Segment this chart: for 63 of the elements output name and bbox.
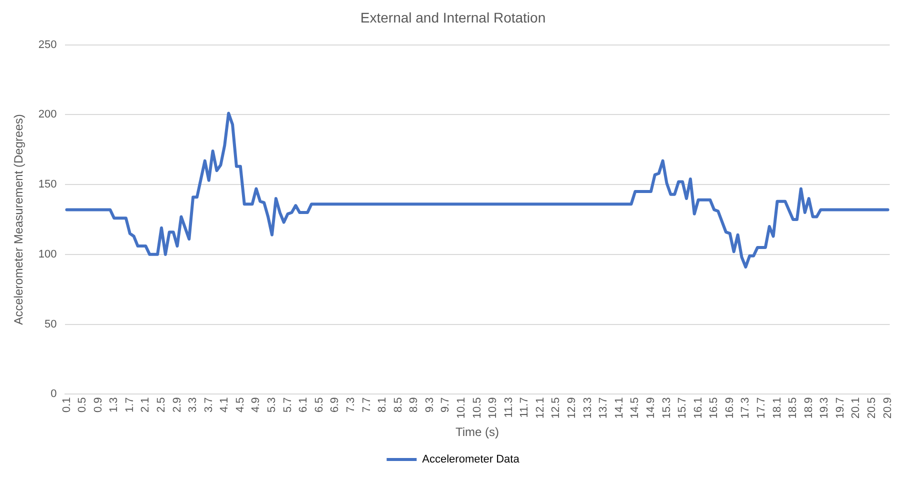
x-tick-label: 4.9 (250, 397, 262, 412)
x-tick-label: 18.9 (802, 397, 815, 419)
x-tick-label: 13.3 (582, 397, 594, 419)
x-tick-label: 3.7 (202, 397, 215, 412)
x-tick-label: 9.3 (424, 397, 436, 412)
y-tick-label: 0 (50, 388, 57, 400)
x-tick-label: 20.9 (882, 397, 894, 419)
x-tick-label: 4.5 (234, 397, 246, 412)
x-tick-label: 7.7 (360, 397, 373, 412)
x-tick-label: 16.5 (708, 397, 720, 419)
x-tick-label: 2.5 (155, 397, 168, 412)
y-tick-label: 150 (38, 178, 57, 191)
x-tick-label: 6.1 (298, 397, 310, 412)
y-tick-label: 250 (38, 38, 57, 51)
x-tick-label: 13.7 (598, 397, 610, 419)
x-tick-label: 0.1 (60, 397, 73, 412)
x-tick-label: 12.9 (566, 397, 578, 419)
y-axis-title: Accelerometer Measurement (Degrees) (12, 114, 26, 325)
x-tick-label: 9.7 (440, 397, 452, 412)
x-tick-label: 15.3 (660, 397, 673, 419)
x-tick-label: 17.7 (756, 397, 768, 419)
x-tick-label: 15.7 (676, 397, 689, 419)
x-tick-label: 16.1 (692, 397, 704, 419)
x-tick-label: 12.1 (534, 397, 546, 419)
x-tick-label: 1.7 (124, 397, 136, 412)
x-tick-label: 20.5 (866, 397, 878, 419)
y-tick-label: 200 (38, 108, 57, 121)
x-tick-label: 5.3 (266, 397, 278, 412)
x-tick-label: 7.3 (344, 397, 357, 412)
x-tick-label: 14.5 (629, 397, 642, 419)
x-axis-title: Time (s) (455, 425, 500, 440)
x-tick-label: 10.5 (471, 397, 484, 419)
x-tick-label: 19.3 (818, 397, 831, 419)
x-tick-label: 20.1 (850, 397, 862, 419)
x-tick-label: 4.1 (218, 397, 231, 412)
x-tick-label: 14.9 (644, 397, 657, 419)
x-tick-label: 16.9 (724, 397, 736, 419)
x-tick-label: 10.9 (487, 397, 500, 419)
x-tick-label: 6.5 (313, 397, 326, 412)
y-tick-label: 100 (38, 248, 57, 260)
x-tick-label: 1.3 (108, 397, 120, 412)
x-tick-label: 11.3 (502, 397, 515, 418)
x-tick-label: 18.5 (787, 397, 800, 419)
x-tick-label: 18.1 (771, 397, 784, 419)
x-tick-label: 17.3 (740, 397, 752, 419)
x-tick-label: 14.1 (613, 397, 626, 419)
x-tick-label: 0.9 (92, 397, 104, 412)
x-tick-label: 11.7 (518, 397, 531, 418)
y-tick-label: 50 (44, 318, 57, 330)
x-tick-label: 0.5 (76, 397, 89, 412)
x-tick-label: 3.3 (187, 397, 200, 412)
x-tick-label: 19.7 (834, 397, 846, 419)
chart-title: External and Internal Rotation (360, 9, 546, 26)
x-tick-label: 2.1 (140, 397, 152, 412)
x-tick-label: 2.9 (171, 397, 184, 412)
x-tick-label: 12.5 (550, 397, 562, 419)
legend-label: Accelerometer Data (422, 454, 520, 466)
x-tick-label: 10.1 (456, 397, 468, 419)
x-tick-label: 6.9 (329, 397, 342, 412)
x-tick-label: 8.5 (392, 397, 404, 412)
x-tick-label: 8.9 (408, 397, 420, 412)
x-tick-label: 5.7 (282, 397, 294, 412)
x-tick-label: 8.1 (376, 397, 389, 412)
